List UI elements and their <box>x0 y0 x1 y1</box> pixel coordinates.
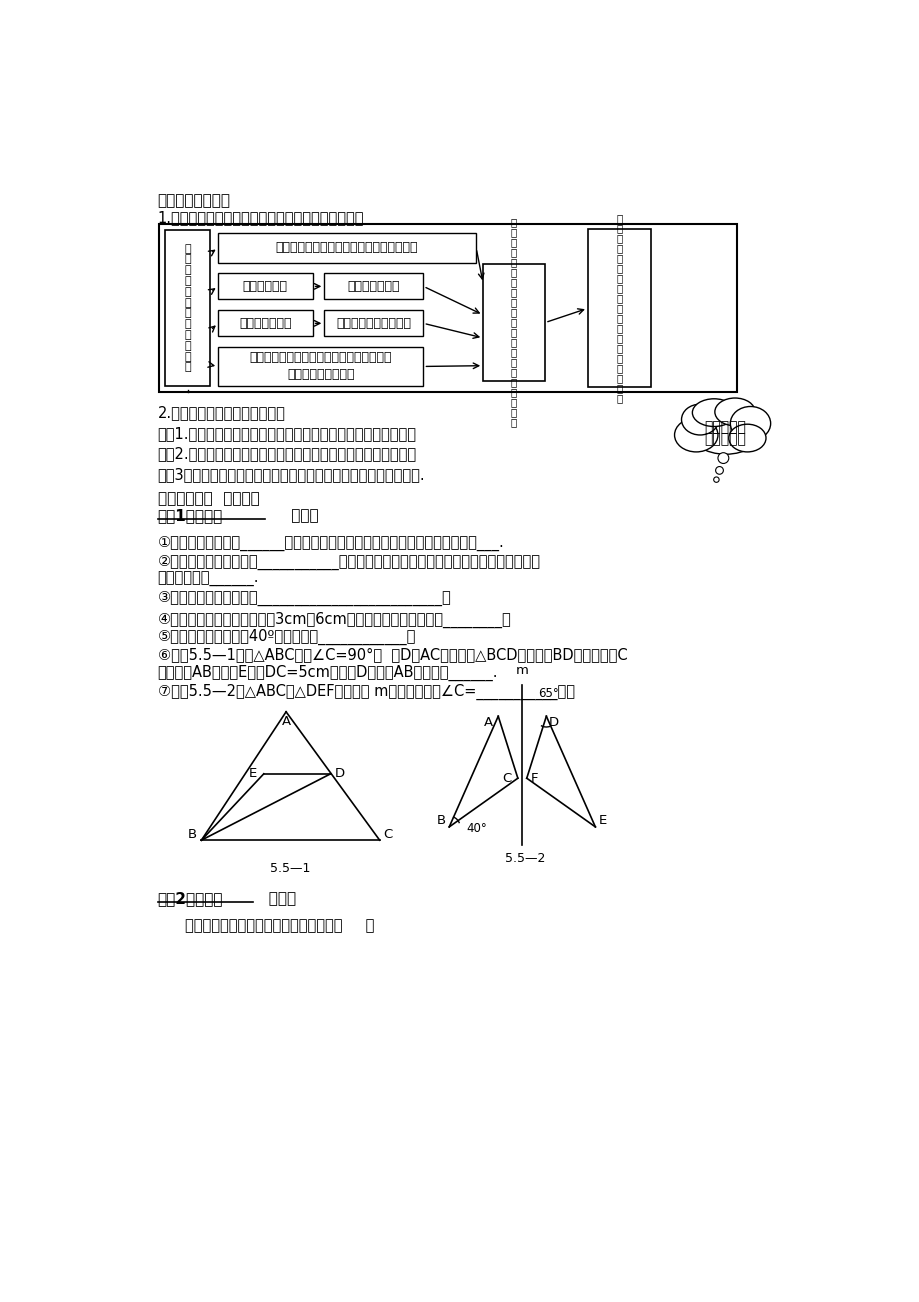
Text: 轴
对
称
的
一
般
性
质
：
对
应
点
、
对
应
角
、
对
应
线
段: 轴 对 称 的 一 般 性 质 ： 对 应 点 、 对 应 角 、 对 应 线 … <box>510 217 516 427</box>
Bar <box>323 273 423 299</box>
Circle shape <box>715 466 722 474</box>
Text: A: A <box>483 716 493 729</box>
Text: 问题2.请用几何语言和符号语言分别描述等腰三角形的有关性质。: 问题2.请用几何语言和符号语言分别描述等腰三角形的有关性质。 <box>157 447 416 461</box>
Circle shape <box>713 477 719 482</box>
Text: 问题2：抢答题: 问题2：抢答题 <box>157 892 223 906</box>
Text: 5.5—2: 5.5—2 <box>505 852 545 865</box>
Text: 一、创设情景引入: 一、创设情景引入 <box>157 193 231 208</box>
Text: E: E <box>598 814 607 827</box>
Text: ③等腰三角形的对称轴是_________________________。: ③等腰三角形的对称轴是_________________________。 <box>157 591 451 607</box>
Text: 线段垂直平分线的性质: 线段垂直平分线的性质 <box>336 316 411 329</box>
Text: 二、应用练习  促进深化: 二、应用练习 促进深化 <box>157 491 259 506</box>
Text: ⑥如图5.5—1，在△ABC中，∠C=90°，  点D在AC上，，将△BCD沿着直线BD翻折，使点C: ⑥如图5.5—1，在△ABC中，∠C=90°， 点D在AC上，，将△BCD沿着直… <box>157 647 627 663</box>
Text: 观
察
生
活
中
大
的
轴
对
称
现
象: 观 察 生 活 中 大 的 轴 对 称 现 象 <box>185 243 191 372</box>
Text: C: C <box>502 772 511 785</box>
Text: 轴是直线！: 轴是直线！ <box>704 432 746 445</box>
Text: C: C <box>382 828 391 841</box>
Text: ①角是轴对称图形，______是它的对称轴，角平分线上的点到角的两边的距离___.: ①角是轴对称图形，______是它的对称轴，角平分线上的点到角的两边的距离___… <box>157 536 504 551</box>
Text: D: D <box>549 716 559 729</box>
Ellipse shape <box>687 405 762 454</box>
Bar <box>323 310 423 336</box>
Text: 65°: 65° <box>538 686 559 699</box>
Bar <box>482 264 545 381</box>
Text: ④等腰三角形两边的长分别为3cm和6cm，则这个三角形的周长是________。: ④等腰三角形两边的长分别为3cm和6cm，则这个三角形的周长是________。 <box>157 612 511 628</box>
Text: 注意：对称: 注意：对称 <box>704 421 746 435</box>
Text: E: E <box>248 767 256 780</box>
Bar <box>165 230 210 385</box>
Text: 线段的轴对称性: 线段的轴对称性 <box>239 316 291 329</box>
Text: 问题1.请说出轴对称与轴对称图形的区别和联系，轴对称的性质。: 问题1.请说出轴对称与轴对称图形的区别和联系，轴对称的性质。 <box>157 426 416 441</box>
Circle shape <box>717 453 728 464</box>
Text: B: B <box>437 814 446 827</box>
Text: 2.会用符号语言叙述有关性质。: 2.会用符号语言叙述有关性质。 <box>157 405 285 421</box>
Text: 40°: 40° <box>466 822 486 835</box>
Text: 角平分线的性质: 角平分线的性质 <box>347 280 400 293</box>
Text: 5.5—1: 5.5—1 <box>270 862 311 875</box>
Text: B: B <box>187 828 197 841</box>
Text: 问题3：举出生活中分别具有一条、两条、三条、四条对称轴的图形.: 问题3：举出生活中分别具有一条、两条、三条、四条对称轴的图形. <box>157 467 425 482</box>
Text: 填一填: 填一填 <box>265 508 319 523</box>
Ellipse shape <box>681 404 718 435</box>
Text: 角的轴对称性: 角的轴对称性 <box>243 280 288 293</box>
Text: 轴
对
称
的
应
用
（
图
案
设
计
、
剪
纸
与
镶
边
等
）: 轴 对 称 的 应 用 （ 图 案 设 计 、 剪 纸 与 镶 边 等 ） <box>616 214 622 404</box>
Text: 选一选: 选一选 <box>253 892 296 906</box>
Text: 1.在学生展示的基础上，教师课件展示知识框架图：: 1.在学生展示的基础上，教师课件展示知识框架图： <box>157 210 364 225</box>
Bar <box>218 273 312 299</box>
Text: D: D <box>335 767 345 780</box>
Text: 下列图案中，有且只有三条对称轴的是（     ）: 下列图案中，有且只有三条对称轴的是（ ） <box>185 918 374 934</box>
Bar <box>218 310 312 336</box>
Ellipse shape <box>728 424 766 452</box>
Text: ⑤等腰三角形一内角为40º，则顶角为____________。: ⑤等腰三角形一内角为40º，则顶角为____________。 <box>157 629 415 646</box>
Text: ⑦如图5.5—2：△ABC与△DEF关于直线 m成轴对称，则∠C=___________度。: ⑦如图5.5—2：△ABC与△DEF关于直线 m成轴对称，则∠C=_______… <box>157 684 574 700</box>
Ellipse shape <box>714 398 754 426</box>
Text: 落在斜边AB上的点E处，DC=5cm，则点D到斜边AB的距离是______.: 落在斜边AB上的点E处，DC=5cm，则点D到斜边AB的距离是______. <box>157 664 497 681</box>
Text: 等腰三角形的轴对称性：底角相等，三线合
正三角形的轴对称性: 等腰三角形的轴对称性：底角相等，三线合 正三角形的轴对称性 <box>249 352 391 381</box>
Text: 个端点的距离______.: 个端点的距离______. <box>157 572 259 587</box>
Text: 问题1：必答题: 问题1：必答题 <box>157 508 222 523</box>
Bar <box>159 224 736 392</box>
Bar <box>587 229 651 387</box>
Text: F: F <box>530 772 538 785</box>
Text: 轴对称图形、两个图形成轴对称的基本含义: 轴对称图形、两个图形成轴对称的基本含义 <box>276 241 418 254</box>
Text: m: m <box>516 664 528 677</box>
Ellipse shape <box>674 418 717 452</box>
Ellipse shape <box>692 398 735 427</box>
Bar <box>218 233 476 263</box>
Bar <box>218 348 423 385</box>
Text: A: A <box>281 715 290 728</box>
Text: ②线段也是轴对称图形，___________是它的对称轴，线段垂直平分线上的点到这条线段两: ②线段也是轴对称图形，___________是它的对称轴，线段垂直平分线上的点到… <box>157 555 540 570</box>
Ellipse shape <box>730 406 770 440</box>
